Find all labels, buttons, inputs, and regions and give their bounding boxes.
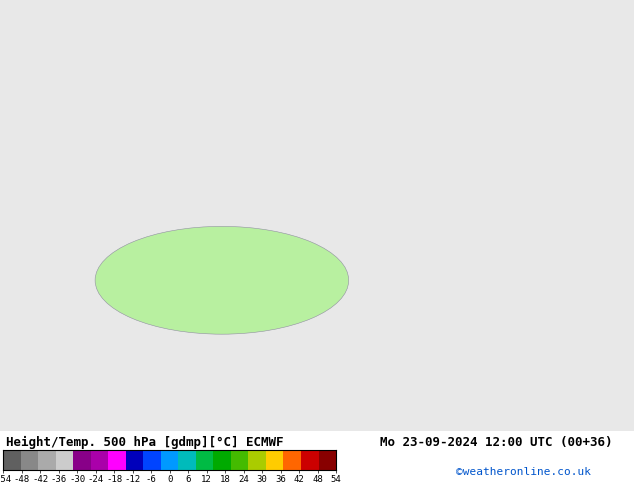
Ellipse shape xyxy=(95,226,349,334)
Bar xyxy=(143,450,161,470)
Bar xyxy=(21,450,38,470)
Bar xyxy=(266,450,283,470)
Text: ©weatheronline.co.uk: ©weatheronline.co.uk xyxy=(456,467,592,477)
Bar xyxy=(74,450,91,470)
Bar xyxy=(38,450,56,470)
Bar xyxy=(3,450,21,470)
Text: Mo 23-09-2024 12:00 UTC (00+36): Mo 23-09-2024 12:00 UTC (00+36) xyxy=(380,436,613,449)
Bar xyxy=(214,450,231,470)
Bar xyxy=(301,450,318,470)
Bar xyxy=(318,450,336,470)
Bar xyxy=(108,450,126,470)
Bar xyxy=(249,450,266,470)
Bar xyxy=(196,450,214,470)
Bar xyxy=(56,450,74,470)
Bar xyxy=(91,450,108,470)
Text: Height/Temp. 500 hPa [gdmp][°C] ECMWF: Height/Temp. 500 hPa [gdmp][°C] ECMWF xyxy=(6,436,284,449)
Bar xyxy=(126,450,143,470)
Bar xyxy=(283,450,301,470)
Bar xyxy=(178,450,196,470)
Bar xyxy=(231,450,249,470)
Bar xyxy=(161,450,178,470)
